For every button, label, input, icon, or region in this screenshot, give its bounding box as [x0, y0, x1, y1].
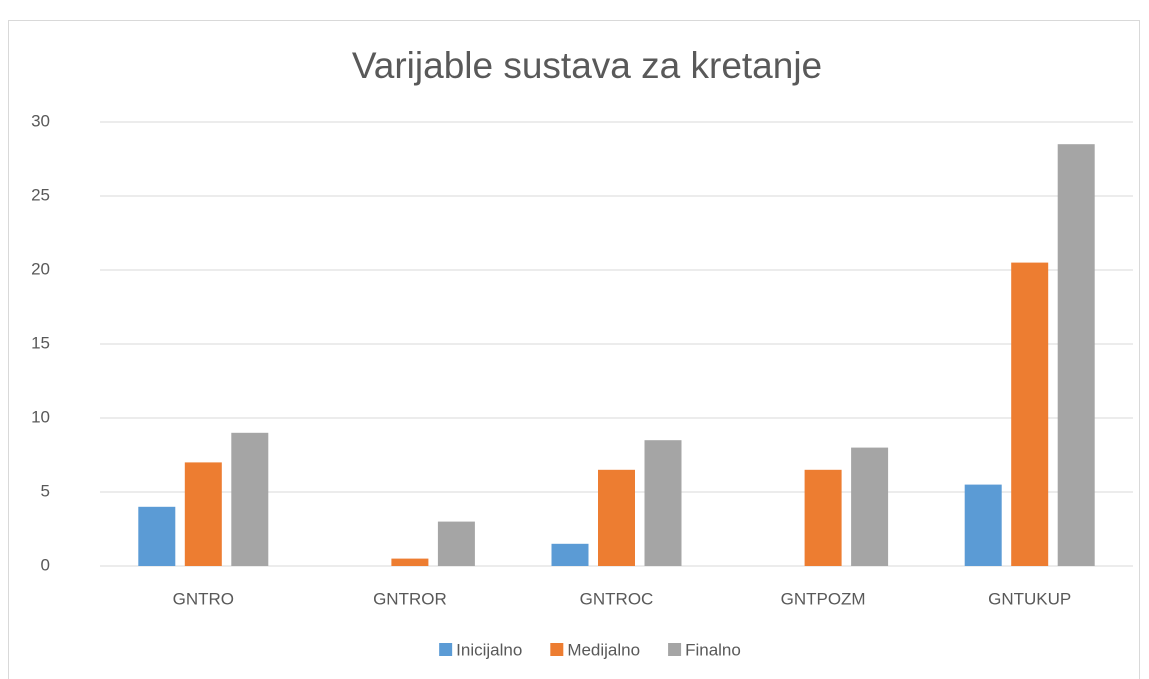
bar	[1011, 262, 1049, 566]
x-tick-label: GNTRO	[173, 589, 234, 608]
x-tick-label: GNTPOZM	[781, 589, 866, 608]
legend-label: Inicijalno	[456, 640, 522, 659]
x-tick-label: GNTROC	[580, 589, 654, 608]
bar	[851, 447, 889, 566]
y-tick-label: 25	[31, 185, 50, 204]
bar	[231, 432, 269, 566]
x-tick-label: GNTUKUP	[988, 589, 1071, 608]
legend-label: Finalno	[685, 640, 741, 659]
bar	[964, 484, 1002, 566]
chart-title: Varijable sustava za kretanje	[352, 45, 822, 86]
y-tick-label: 10	[31, 407, 50, 426]
y-tick-label: 0	[41, 555, 50, 574]
bar	[437, 521, 475, 566]
legend-label: Medijalno	[567, 640, 640, 659]
chart-border	[8, 20, 1140, 679]
y-tick-label: 15	[31, 333, 50, 352]
y-tick-label: 20	[31, 259, 50, 278]
bar	[551, 543, 589, 566]
legend-swatch	[439, 643, 453, 656]
legend-swatch	[668, 643, 682, 656]
bar	[644, 440, 682, 566]
bar	[138, 506, 176, 566]
bar	[804, 469, 842, 566]
legend-swatch	[550, 643, 564, 656]
x-tick-label: GNTROR	[373, 589, 447, 608]
bar	[1057, 144, 1095, 566]
bar	[184, 462, 222, 566]
bar	[598, 469, 635, 566]
bar	[391, 558, 429, 566]
y-tick-label: 30	[31, 111, 50, 130]
y-tick-label: 5	[41, 481, 50, 500]
